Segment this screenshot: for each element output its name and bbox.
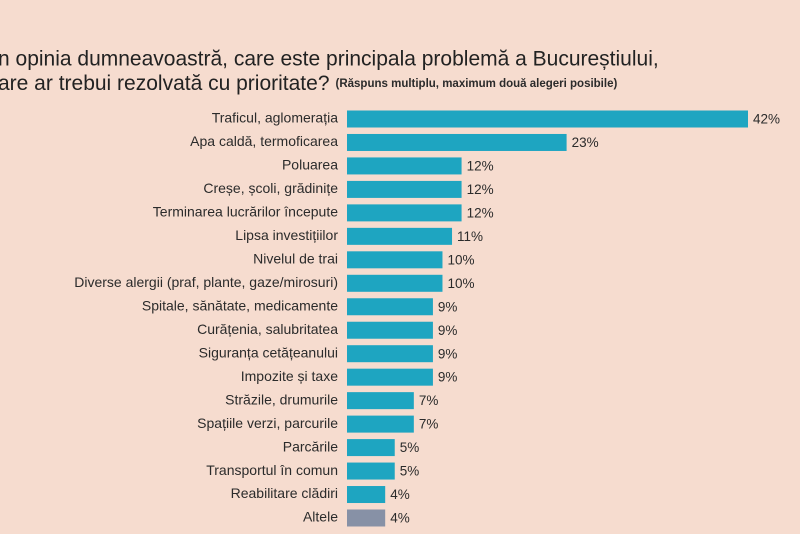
category-label: Terminarea lucrărilor începute [153, 204, 338, 220]
category-label: Creșe, școli, grădinițe [203, 180, 338, 196]
bar [347, 345, 433, 363]
category-label: Diverse alergii (praf, plante, gaze/miro… [74, 274, 338, 290]
value-label: 12% [467, 159, 494, 174]
category-label: Apa caldă, termoficarea [190, 133, 338, 149]
category-label: Siguranța cetățeanului [199, 344, 338, 360]
value-label: 10% [447, 252, 474, 267]
chart-subtitle: (Răspuns multiplu, maximum două alegeri … [336, 78, 618, 90]
bar [347, 157, 462, 175]
category-label: Altele [303, 509, 338, 525]
bar [347, 439, 395, 457]
chart-title-line: are ar trebui rezolvată cu prioritate? [0, 72, 330, 95]
category-label: Traficul, aglomerația [212, 110, 339, 126]
bar [347, 227, 453, 245]
value-label: 5% [400, 440, 420, 455]
bar [347, 321, 433, 339]
category-label: Reabilitare clădiri [231, 485, 338, 501]
value-label: 11% [457, 229, 483, 244]
bar [347, 274, 443, 292]
category-label: Străzile, drumurile [225, 391, 338, 407]
value-label: 9% [438, 323, 458, 338]
category-label: Impozite și taxe [241, 368, 338, 384]
value-label: 9% [438, 370, 458, 385]
bar [347, 509, 386, 527]
value-label: 9% [438, 346, 458, 361]
value-label: 12% [467, 205, 494, 220]
value-label: 4% [390, 511, 410, 526]
bar [347, 110, 748, 128]
value-label: 42% [753, 112, 780, 127]
category-label: Nivelul de trai [253, 251, 338, 267]
category-label: Spațiile verzi, parcurile [197, 415, 338, 431]
chart-title-line: are ar trebui rezolvată cu prioritate? (R… [0, 72, 617, 95]
value-label: 9% [438, 299, 458, 314]
bar [347, 204, 462, 222]
bar [347, 368, 433, 386]
value-label: 7% [419, 417, 439, 432]
bar [347, 462, 395, 480]
value-label: 7% [419, 393, 439, 408]
category-label: Parcările [283, 438, 338, 454]
chart-title-line: n opinia dumneavoastră, care este princi… [0, 48, 659, 71]
category-label: Transportul în comun [206, 462, 338, 478]
value-label: 10% [447, 276, 474, 291]
category-label: Poluarea [282, 157, 338, 173]
category-label: Lipsa investițiilor [235, 227, 338, 243]
value-label: 23% [572, 135, 599, 150]
value-label: 12% [467, 182, 494, 197]
category-label: Spitale, sănătate, medicamente [142, 297, 338, 313]
bar [347, 133, 567, 151]
bar [347, 180, 462, 198]
bar [347, 392, 414, 410]
bar [347, 415, 414, 433]
value-label: 4% [390, 487, 410, 502]
bar [347, 298, 433, 316]
bar [347, 486, 386, 504]
bar [347, 251, 443, 269]
category-label: Curățenia, salubritatea [197, 321, 338, 337]
value-label: 5% [400, 464, 420, 479]
